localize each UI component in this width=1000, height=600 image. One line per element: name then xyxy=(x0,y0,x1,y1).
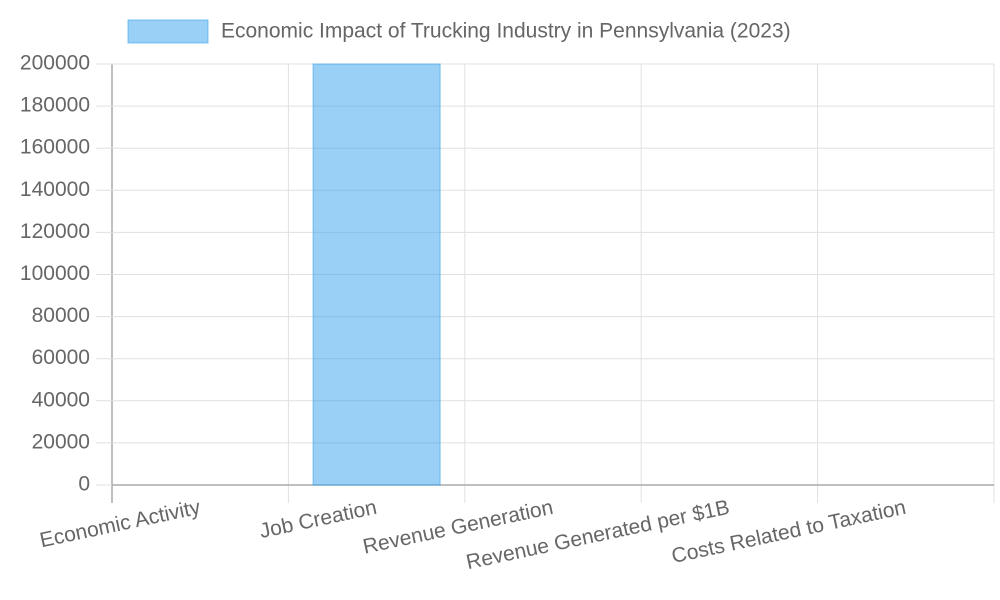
x-tick-label: Economic Activity xyxy=(38,496,203,553)
y-tick-label: 40000 xyxy=(32,388,90,411)
y-tick-label: 180000 xyxy=(20,94,90,117)
y-tick-label: 200000 xyxy=(20,52,90,75)
y-tick-label: 120000 xyxy=(20,220,90,243)
y-tick-label: 100000 xyxy=(20,262,90,285)
y-tick-label: 80000 xyxy=(32,304,90,327)
y-tick-label: 60000 xyxy=(32,346,90,369)
y-tick-label: 160000 xyxy=(20,136,90,159)
y-tick-label: 140000 xyxy=(20,178,90,201)
legend-swatch xyxy=(127,19,209,44)
y-tick-label: 20000 xyxy=(32,430,90,453)
legend-label: Economic Impact of Trucking Industry in … xyxy=(221,20,791,43)
bar xyxy=(312,63,441,486)
y-tick-label: 0 xyxy=(78,473,90,496)
